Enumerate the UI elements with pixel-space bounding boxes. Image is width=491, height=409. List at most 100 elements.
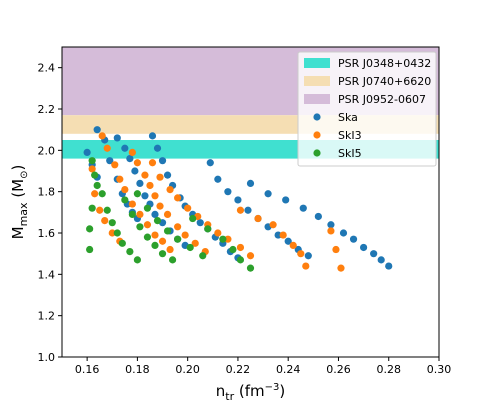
point-ski3-46: [327, 227, 335, 235]
point-ski5-0: [88, 157, 96, 165]
point-ska-52: [314, 212, 322, 221]
point-ski5-6: [98, 190, 106, 198]
point-ski5-23: [163, 227, 172, 235]
legend-label-2: PSR J0952-0607: [338, 93, 426, 106]
point-ski5-32: [246, 264, 255, 272]
point-ski5-10: [118, 239, 126, 247]
point-ski3-31: [174, 194, 182, 202]
legend-label-0: PSR J0348+0432: [338, 57, 431, 70]
point-ski5-14: [128, 210, 136, 218]
point-ska-25: [158, 157, 167, 165]
point-ski3-3: [101, 217, 109, 225]
point-ska-55: [349, 235, 358, 243]
point-ska-23: [148, 132, 157, 140]
legend-label-3: Ska: [338, 111, 358, 124]
x-tick-label-1: 0.18: [125, 363, 150, 376]
y-tick-label-3: 1.6: [38, 227, 56, 240]
legend-swatch-0: [304, 58, 330, 68]
point-ski3-45: [302, 262, 310, 270]
x-tick-label-5: 0.26: [326, 363, 351, 376]
point-ska-54: [339, 229, 348, 237]
point-ska-41: [244, 206, 252, 214]
point-ski5-16: [143, 233, 152, 241]
point-ska-40: [234, 196, 242, 204]
plot-frame: [61, 46, 440, 358]
point-ski3-40: [254, 214, 262, 223]
y-axis-ticks: 1.0 1.2 1.4 1.6 1.8 2.0 2.2 2.4: [38, 62, 62, 364]
point-ska-51: [299, 204, 307, 212]
legend-marker-5: [313, 149, 321, 157]
y-tick-label-6: 2.2: [38, 103, 56, 116]
point-ska-15: [136, 179, 144, 187]
point-ski5-12: [133, 256, 141, 264]
point-ski3-42: [279, 231, 287, 239]
point-ski3-19: [141, 171, 149, 179]
point-ski3-41: [269, 221, 277, 229]
point-ski3-37: [236, 243, 245, 252]
point-ski3-39: [236, 206, 245, 214]
point-ski5-25: [186, 243, 194, 252]
point-ska-38: [214, 175, 222, 183]
legend-box: [297, 51, 437, 167]
point-ski3-15: [158, 237, 167, 245]
point-ski5-28: [204, 225, 212, 233]
point-ska-56: [360, 243, 368, 252]
point-ska-11: [113, 134, 121, 142]
y-tick-label-1: 1.2: [38, 310, 56, 323]
point-ski3-8: [111, 161, 119, 169]
point-ski3-10: [121, 186, 129, 194]
point-ski5-8: [108, 219, 116, 227]
point-ski3-2: [96, 206, 104, 214]
point-ski3-32: [184, 204, 192, 212]
point-ska-3: [93, 126, 101, 134]
point-ski5-29: [219, 235, 227, 243]
point-ski3-21: [151, 192, 159, 200]
point-ska-18: [151, 210, 159, 218]
point-ski5-13: [121, 196, 129, 204]
point-ska-45: [284, 237, 292, 245]
point-ski5-3: [88, 204, 96, 212]
legend-marker-4: [313, 131, 321, 139]
data-points: [83, 126, 393, 272]
point-ska-24: [153, 144, 162, 152]
point-ski3-44: [297, 250, 305, 258]
point-ski5-5: [86, 245, 94, 254]
point-ski5-11: [126, 248, 134, 256]
point-ski5-30: [229, 245, 237, 254]
legend-swatch-2: [304, 94, 330, 104]
point-ski3-11: [128, 200, 136, 208]
x-tick-label-2: 0.20: [175, 363, 200, 376]
point-ska-50: [282, 196, 290, 204]
point-ska-26: [163, 171, 172, 179]
point-ska-5: [106, 157, 114, 165]
legend-marker-3: [313, 113, 321, 121]
legend: PSR J0348+0432 PSR J0740+6620 PSR J0952-06…: [297, 51, 437, 167]
point-ski3-22: [156, 202, 164, 210]
point-ski5-22: [153, 217, 162, 225]
y-tick-label-7: 2.4: [38, 62, 56, 75]
point-ski5-31: [236, 256, 245, 264]
point-ska-39: [224, 188, 232, 196]
point-ski3-26: [191, 239, 199, 247]
point-ski5-18: [158, 250, 167, 258]
y-tick-label-4: 1.8: [38, 186, 56, 199]
legend-label-1: PSR J0740+6620: [338, 75, 431, 88]
point-ski3-35: [214, 229, 222, 237]
point-ski5-21: [143, 204, 152, 212]
legend-label-5: SkI5: [338, 147, 362, 160]
point-ski5-20: [133, 190, 141, 198]
point-ska-37: [206, 159, 214, 167]
point-ska-14: [131, 167, 139, 175]
point-ski3-13: [143, 221, 152, 229]
point-ski5-7: [103, 206, 111, 214]
x-tick-label-0: 0.16: [75, 363, 100, 376]
y-tick-label-0: 1.0: [38, 351, 56, 364]
point-ski3-43: [289, 241, 297, 249]
legend-swatch-1: [304, 76, 330, 86]
point-ski3-17: [128, 148, 136, 156]
point-ski3-29: [156, 173, 164, 181]
point-ski5-17: [151, 241, 159, 249]
x-axis-label: ntr (fm−3): [216, 382, 285, 403]
point-ska-57: [370, 250, 378, 258]
